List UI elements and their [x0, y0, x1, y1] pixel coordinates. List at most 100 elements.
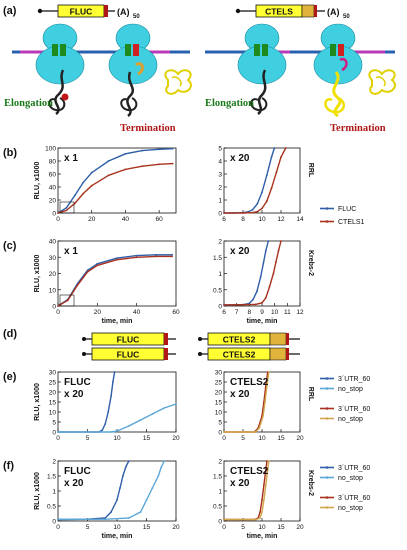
ribosome-right-1 — [237, 23, 287, 115]
y-tick-label: 25 — [49, 380, 57, 387]
data-point — [261, 191, 263, 194]
data-point — [82, 181, 85, 184]
legend-entry-3: no_stop — [320, 386, 363, 393]
y-tick-label: 0 — [218, 519, 222, 526]
data-point — [268, 285, 271, 288]
y-tick-label: 0.5 — [47, 504, 56, 511]
data-point — [90, 184, 93, 187]
data-point — [116, 258, 118, 261]
panel-label: (c) — [3, 240, 17, 252]
data-point — [155, 255, 158, 258]
data-point — [86, 269, 89, 272]
x-tick-label: 20 — [172, 524, 180, 531]
data-point — [124, 466, 127, 468]
panel-label: (e) — [3, 371, 17, 383]
legends: FLUC CTELS1 3´UTR_60 no_stop 3´UTR_60 no_stop… — [320, 206, 370, 512]
data-point — [275, 261, 277, 263]
data-point — [90, 171, 93, 174]
legend-label: no_stop — [338, 475, 363, 482]
series-line-1 — [224, 147, 287, 214]
data-point — [175, 403, 177, 405]
x-tick-label: 10 — [258, 435, 266, 442]
y-tick-label: 20 — [215, 390, 223, 397]
y-tick-label: 25 — [215, 380, 223, 387]
y-tick-label: 0 — [52, 211, 56, 218]
x-tick-label: 6 — [222, 309, 226, 316]
data-point — [139, 511, 142, 513]
legend-marker — [325, 506, 329, 509]
panel-label: (f) — [3, 460, 14, 472]
construct-d-left-2: FLUC — [82, 347, 176, 361]
legend-label: no_stop — [338, 416, 363, 423]
x-tick-label: 0 — [56, 524, 60, 531]
y-tick-label: 80 — [49, 159, 57, 166]
data-point — [275, 171, 278, 174]
legend-marker — [325, 387, 329, 390]
x-tick-label: 20 — [296, 524, 304, 531]
ribosome-left-1 — [35, 23, 85, 115]
data-point — [272, 272, 275, 275]
data-point — [171, 162, 174, 165]
y-tick-label: 100 — [45, 146, 56, 153]
y-tick-label: 1 — [218, 489, 222, 496]
data-point — [264, 484, 267, 486]
data-point — [104, 423, 107, 425]
zoom-box — [59, 294, 75, 307]
data-point — [127, 460, 130, 462]
data-point — [264, 469, 267, 471]
chart-annotation: x 20 — [230, 153, 250, 164]
x-tick-label: 5 — [86, 524, 90, 531]
x-tick-label: 6 — [222, 216, 226, 223]
data-point — [122, 475, 124, 477]
data-point — [104, 518, 107, 521]
data-point — [57, 431, 59, 433]
x-tick-label: 60 — [156, 216, 164, 223]
x-tick-label: 10 — [271, 309, 279, 316]
data-point — [270, 187, 273, 190]
y-tick-label: 20 — [49, 390, 57, 397]
y-tick-label: 5 — [52, 420, 56, 427]
x-tick-label: 10 — [258, 216, 266, 223]
data-point — [242, 212, 244, 214]
data-point — [223, 304, 225, 306]
legend-entry-7: no_stop — [320, 475, 363, 482]
y-tick-label: 0.5 — [213, 287, 222, 294]
y-tick-label: 30 — [49, 255, 57, 262]
y-axis-label: RLU, x1000 — [34, 162, 41, 200]
data-point — [151, 413, 154, 415]
x-tick-label: 8 — [241, 216, 245, 223]
x-tick-label: 40 — [133, 309, 141, 316]
data-point — [267, 240, 270, 242]
data-point — [223, 431, 225, 433]
data-point — [141, 149, 144, 152]
data-point — [145, 499, 148, 501]
legend-label: 3´UTR_60 — [338, 406, 370, 413]
panel-label: (b) — [3, 147, 17, 159]
data-point — [264, 401, 266, 403]
data-point — [263, 499, 265, 501]
y-axis-label: RLU, x1000 — [34, 383, 41, 421]
data-point — [254, 431, 257, 433]
side-label: RRL — [307, 387, 314, 402]
data-point — [266, 469, 269, 471]
data-point — [280, 156, 282, 159]
legend-entry-2: 3´UTR_60 — [320, 376, 370, 383]
panel-d-label: (d) — [3, 328, 17, 340]
data-point — [139, 419, 142, 421]
x-axis-label: time, min — [102, 318, 133, 325]
data-point — [66, 299, 69, 302]
chart-annotation-2: x 20 — [64, 478, 84, 489]
data-point — [110, 395, 112, 397]
elongation-label-right: Elongation — [205, 98, 254, 109]
y-tick-label: 10 — [49, 410, 57, 417]
x-tick-label: 14 — [296, 216, 304, 223]
construct-d-left-1: FLUC — [82, 332, 176, 346]
data-point — [65, 209, 68, 212]
x-tick-label: 0 — [56, 435, 60, 442]
y-tick-label: 60 — [49, 172, 57, 179]
data-point — [155, 253, 158, 256]
data-point — [116, 257, 118, 259]
y-axis-label: RLU, x1000 — [34, 472, 41, 510]
data-point — [251, 208, 254, 211]
